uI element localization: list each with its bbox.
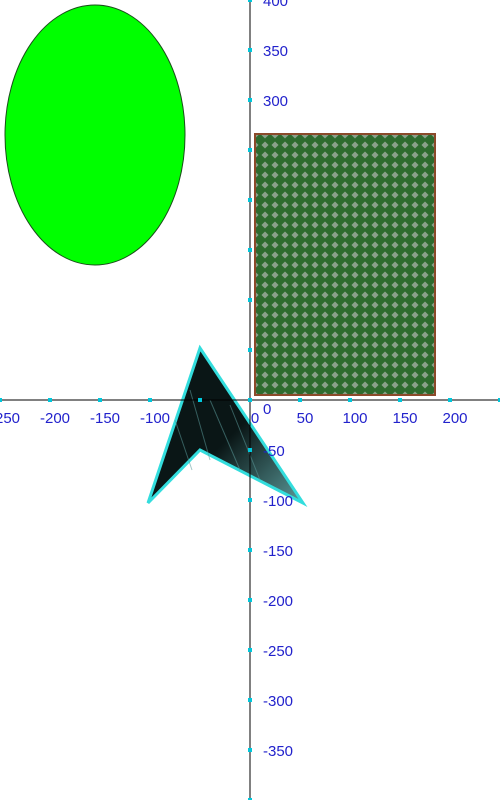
y-tick-label: -100 xyxy=(263,493,293,510)
y-tick-mark xyxy=(248,248,252,252)
y-tick-label: -350 xyxy=(263,743,293,760)
dark-arrowhead xyxy=(146,344,308,507)
y-tick-mark xyxy=(248,498,252,502)
y-tick-label: 400 xyxy=(263,0,288,10)
y-tick-mark xyxy=(248,748,252,752)
y-tick-mark xyxy=(248,648,252,652)
y-tick-mark xyxy=(248,198,252,202)
x-tick-label: 150 xyxy=(392,410,417,427)
x-tick-mark xyxy=(148,398,152,402)
y-tick-label: -50 xyxy=(263,443,285,460)
y-tick-label: 300 xyxy=(263,93,288,110)
x-tick-label: -150 xyxy=(90,410,120,427)
y-tick-mark xyxy=(248,598,252,602)
y-tick-mark xyxy=(248,798,252,800)
y-tick-mark xyxy=(248,448,252,452)
x-tick-label: -100 xyxy=(140,410,170,427)
arrow-streak xyxy=(189,389,211,461)
y-tick-mark xyxy=(248,548,252,552)
y-tick-label: -150 xyxy=(263,543,293,560)
y-tick-mark xyxy=(248,0,252,2)
arrow-streak xyxy=(229,404,261,481)
x-tick-mark xyxy=(498,398,500,402)
x-tick-mark xyxy=(398,398,402,402)
x-tick-mark xyxy=(348,398,352,402)
green-ellipse xyxy=(4,4,186,266)
y-tick-mark xyxy=(248,348,252,352)
x-tick-label: 100 xyxy=(342,410,367,427)
origin-label: 0 xyxy=(263,401,271,418)
y-tick-label: -300 xyxy=(263,693,293,710)
x-tick-label: 0 xyxy=(251,410,259,427)
x-tick-label: -200 xyxy=(40,410,70,427)
y-tick-mark xyxy=(248,98,252,102)
y-tick-mark xyxy=(248,698,252,702)
x-tick-label: 50 xyxy=(297,410,314,427)
x-tick-mark xyxy=(448,398,452,402)
x-tick-label: 200 xyxy=(442,410,467,427)
y-tick-mark xyxy=(248,48,252,52)
arrow-streak xyxy=(209,399,241,471)
shapes-layer xyxy=(4,4,436,507)
x-tick-mark xyxy=(98,398,102,402)
x-tick-mark xyxy=(298,398,302,402)
x-tick-mark xyxy=(198,398,202,402)
y-tick-label: -250 xyxy=(263,643,293,660)
labels-layer: -250 -200 -150 -100 0 50 100 150 200 400 350 300 -50… xyxy=(0,0,468,760)
x-tick-mark xyxy=(0,398,2,402)
y-tick-mark xyxy=(248,298,252,302)
y-tick-label: 350 xyxy=(263,43,288,60)
checkered-rectangle xyxy=(254,133,436,396)
x-tick-mark xyxy=(48,398,52,402)
y-tick-mark xyxy=(248,148,252,152)
arrow-streak xyxy=(174,419,193,471)
x-tick-label: -250 xyxy=(0,410,20,427)
y-tick-label: -200 xyxy=(263,593,293,610)
y-tick-mark xyxy=(248,398,252,402)
